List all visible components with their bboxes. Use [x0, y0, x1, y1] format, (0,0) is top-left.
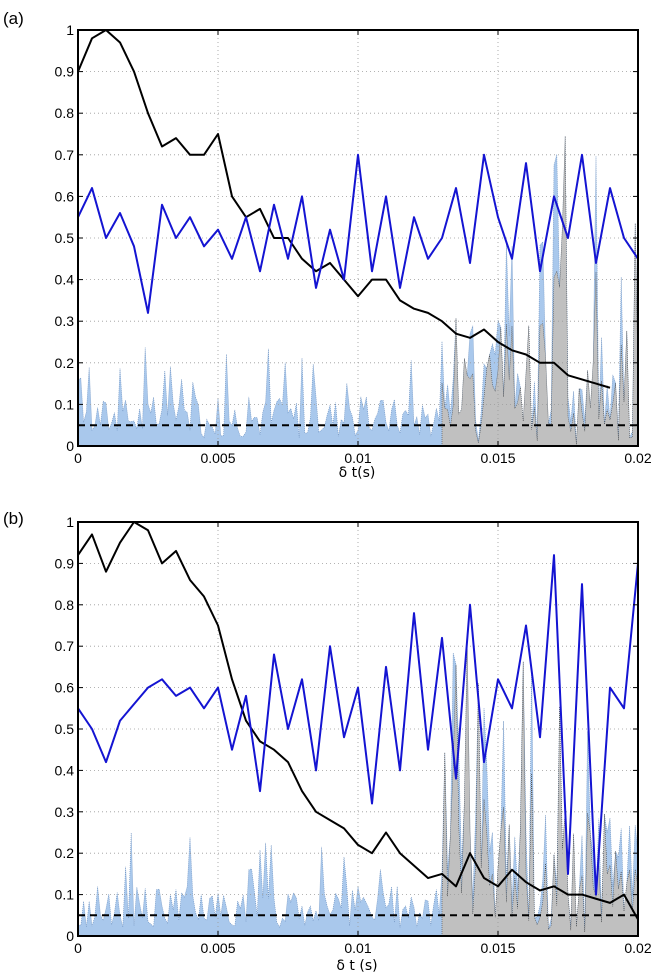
x-tick-label: 0 [74, 450, 82, 466]
y-tick-label: 0.4 [55, 272, 75, 288]
x-tick-label: 0.01 [344, 450, 371, 466]
y-tick-label: 0.9 [55, 64, 75, 80]
plot-area-a: 0 0.005 0.01 0.015 0.02 0 0.1 0.2 0.3 0.4 0.5 0.6 0.… [55, 22, 652, 466]
chart-panel-a: (a) 0 0.005 0.01 0.015 0.0200.10.20.30.40.50… [3, 9, 652, 481]
y-tick-label: 0 [66, 928, 74, 944]
y-tick-label: 0.8 [55, 597, 75, 613]
y-tick-label: 0.2 [55, 845, 75, 861]
y-tick-label: 0.7 [55, 147, 75, 163]
x-axis-label-b: δ t (s) [336, 958, 377, 974]
y-tick-label: 0.9 [55, 555, 75, 571]
x-tick-label: 0.015 [480, 940, 515, 956]
gray-shaded-area [441, 642, 639, 937]
x-tick-label: 0.02 [624, 450, 651, 466]
x-tick-label: 0.01 [344, 940, 371, 956]
y-tick-label: 0.6 [55, 188, 75, 204]
x-axis-label-a: δ t(s) [339, 465, 376, 481]
x-tick-label: 0 [74, 940, 82, 956]
x-tick-label: 0.015 [480, 450, 515, 466]
x-tick-label: 0.005 [200, 450, 235, 466]
y-tick-label: 0.1 [55, 396, 75, 412]
y-tick-label: 0.2 [55, 355, 75, 371]
y-tick-label: 1 [66, 514, 74, 530]
x-tick-label: 0.02 [624, 940, 651, 956]
panel-label-a: (a) [3, 9, 24, 28]
y-tick-label: 0 [66, 438, 74, 454]
y-tick-label: 0.4 [55, 762, 75, 778]
chart-panel-b: (b) 0 0.005 0.01 0.015 0.0200.10.20.30.40.50… [3, 509, 652, 974]
panel-label-b: (b) [3, 509, 24, 528]
plot-area-b: 0 0.005 0.01 0.015 0.02 0 0.1 0.2 0.3 0.4 0.5 0.6 0.… [55, 514, 652, 956]
y-tick-label: 0.7 [55, 638, 75, 654]
x-tick-label: 0.005 [200, 940, 235, 956]
y-tick-label: 0.5 [55, 721, 75, 737]
y-tick-label: 0.3 [55, 313, 75, 329]
y-tick-label: 0.5 [55, 230, 75, 246]
y-tick-label: 0.3 [55, 804, 75, 820]
y-tick-label: 1 [66, 22, 74, 38]
y-tick-label: 0.6 [55, 680, 75, 696]
gray-shaded-area [441, 136, 639, 447]
y-tick-label: 0.8 [55, 105, 75, 121]
y-tick-label: 0.1 [55, 887, 75, 903]
